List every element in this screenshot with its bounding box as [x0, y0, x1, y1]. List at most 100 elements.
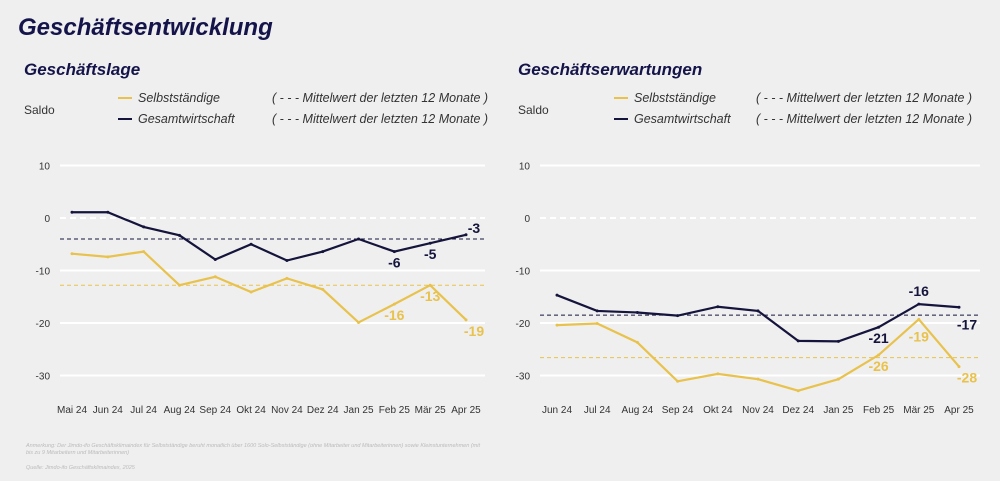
y-tick-label: -10	[36, 267, 51, 278]
y-tick-label: 10	[39, 162, 51, 173]
chart-title-lage: Geschäftslage	[24, 60, 141, 79]
data-point	[213, 257, 217, 261]
data-point	[142, 225, 146, 229]
legend-selbst-erw: Selbstständige( - - - Mittelwert der let…	[614, 91, 972, 105]
data-point	[249, 290, 253, 294]
series-line	[556, 294, 960, 343]
data-point	[595, 322, 599, 326]
data-label: -16	[909, 283, 929, 299]
data-point	[70, 210, 74, 214]
y-tick-label: -30	[516, 372, 531, 383]
data-point	[555, 323, 559, 327]
data-label: -5	[424, 246, 437, 262]
x-tick-label: Nov 24	[742, 405, 774, 416]
data-label: -16	[384, 307, 404, 323]
y-label-erwartungen: Saldo	[518, 103, 549, 117]
data-point	[756, 309, 760, 313]
x-tick-label: Okt 24	[236, 405, 266, 416]
data-point	[392, 302, 396, 306]
data-label: -19	[464, 323, 484, 339]
data-label: -13	[420, 288, 440, 304]
footnote: Anmerkung: Der Jimdo-ifo Geschäftsklimai…	[26, 443, 480, 456]
page-title: Geschäftsentwicklung	[18, 14, 273, 41]
data-point	[428, 283, 432, 287]
data-point	[70, 252, 74, 256]
data-point	[106, 255, 110, 259]
x-tick-label: Jul 24	[130, 405, 157, 416]
x-tick-label: Jun 24	[93, 405, 123, 416]
x-tick-label: Dez 24	[782, 405, 814, 416]
data-point	[177, 233, 181, 237]
data-point	[796, 339, 800, 343]
data-point	[957, 365, 961, 369]
x-tick-label: Jan 25	[823, 405, 853, 416]
x-tick-label: Mär 25	[903, 405, 935, 416]
x-tick-label: Mär 25	[415, 405, 447, 416]
data-label: -19	[909, 328, 929, 344]
data-point	[756, 377, 760, 381]
data-point	[392, 250, 396, 254]
data-point	[106, 210, 110, 214]
data-point	[464, 233, 468, 237]
chart-title-erwartungen: Geschäftserwartungen	[518, 60, 703, 79]
data-point	[877, 353, 881, 357]
x-tick-label: Jan 25	[344, 405, 374, 416]
data-point	[716, 372, 720, 376]
y-tick-label: -20	[36, 319, 51, 330]
y-label-lage: Saldo	[24, 103, 55, 117]
data-point	[142, 250, 146, 254]
x-tick-label: Apr 25	[451, 405, 481, 416]
data-point	[177, 283, 181, 287]
data-point	[428, 241, 432, 245]
data-label: -6	[388, 255, 401, 271]
x-tick-label: Feb 25	[379, 405, 411, 416]
series-line	[72, 211, 467, 262]
x-tick-label: Sep 24	[662, 405, 694, 416]
data-point	[877, 325, 881, 329]
data-point	[676, 314, 680, 318]
data-point	[917, 317, 921, 321]
data-label: -17	[957, 316, 977, 332]
data-label: -26	[868, 358, 888, 374]
y-tick-label: 10	[519, 162, 531, 173]
x-tick-label: Feb 25	[863, 405, 895, 416]
data-point	[285, 276, 289, 280]
data-point	[635, 340, 639, 344]
x-tick-label: Dez 24	[307, 405, 339, 416]
data-point	[836, 377, 840, 381]
data-point	[676, 379, 680, 383]
y-tick-label: 0	[44, 214, 50, 225]
x-tick-label: Aug 24	[164, 405, 196, 416]
data-point	[357, 320, 361, 324]
x-tick-label: Jun 24	[542, 405, 572, 416]
x-tick-label: Aug 24	[622, 405, 654, 416]
data-label: -3	[468, 220, 481, 236]
x-tick-label: Okt 24	[703, 405, 733, 416]
data-point	[836, 339, 840, 343]
y-tick-label: -20	[516, 319, 531, 330]
source: Quelle: Jimdo-ifo Geschäftsklimaindex, 2…	[26, 465, 135, 471]
legend-selbst-lage: Selbstständige( - - - Mittelwert der let…	[118, 91, 488, 105]
data-point	[595, 309, 599, 313]
data-point	[796, 389, 800, 393]
data-label: -28	[957, 370, 977, 386]
data-point	[635, 311, 639, 314]
x-tick-label: Sep 24	[199, 405, 231, 416]
data-point	[321, 250, 325, 254]
data-label: -21	[868, 330, 888, 346]
legend-gesamt-lage: Gesamtwirtschaft( - - - Mittelwert der l…	[118, 112, 488, 126]
y-tick-label: 0	[524, 214, 530, 225]
data-point	[321, 287, 325, 291]
data-point	[249, 242, 253, 246]
x-tick-label: Mai 24	[57, 405, 87, 416]
legend-gesamt-erw: Gesamtwirtschaft( - - - Mittelwert der l…	[614, 112, 972, 126]
data-point	[213, 275, 217, 279]
data-point	[464, 318, 468, 322]
data-point	[957, 305, 961, 309]
data-point	[716, 305, 720, 309]
series-line	[71, 250, 467, 324]
data-point	[917, 302, 921, 306]
x-tick-label: Apr 25	[944, 405, 974, 416]
data-point	[357, 237, 361, 241]
